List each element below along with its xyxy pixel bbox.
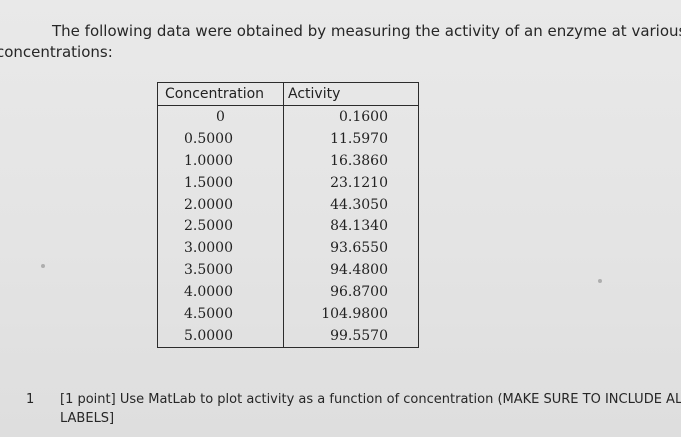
- concentration-cell: 4.0000: [157, 281, 284, 304]
- smudge-mark: [41, 264, 45, 268]
- activity-cell: 16.3860: [283, 149, 419, 172]
- activity-cell: 23.1210: [283, 171, 419, 194]
- header-activity: Activity: [283, 82, 419, 106]
- smudge-mark: [598, 279, 602, 283]
- table-row: 0.5000 11.5970: [157, 127, 419, 150]
- activity-cell: 0.1600: [283, 105, 419, 128]
- header-concentration: Concentration: [157, 82, 284, 106]
- concentration-cell: 0: [157, 105, 284, 128]
- intro-line-1: The following data were obtained by meas…: [52, 22, 681, 40]
- table-row: 0 0.1600: [157, 105, 419, 128]
- activity-cell: 104.9800: [283, 303, 419, 325]
- activity-cell: 84.1340: [283, 215, 419, 238]
- question-number: 1: [26, 392, 35, 407]
- concentration-cell: 0.5000: [157, 127, 284, 150]
- intro-line-2: concentrations:: [0, 43, 113, 61]
- table-header-row: Concentration Activity: [157, 82, 419, 106]
- table-row: 2.0000 44.3050: [157, 193, 419, 216]
- concentration-cell: 5.0000: [157, 324, 284, 348]
- question-text: [1 point] Use MatLab to plot activity as…: [60, 392, 681, 426]
- concentration-cell: 2.5000: [157, 215, 284, 238]
- concentration-cell: 1.5000: [157, 171, 284, 194]
- table-row: 2.5000 84.1340: [157, 215, 419, 238]
- activity-cell: 11.5970: [283, 127, 419, 150]
- concentration-cell: 3.0000: [157, 237, 284, 260]
- activity-cell: 99.5570: [283, 324, 419, 348]
- table-row: 5.0000 99.5570: [157, 324, 419, 348]
- activity-cell: 44.3050: [283, 193, 419, 216]
- activity-cell: 93.6550: [283, 237, 419, 260]
- concentration-cell: 2.0000: [157, 193, 284, 216]
- concentration-cell: 3.5000: [157, 259, 284, 282]
- concentration-cell: 4.5000: [157, 303, 284, 325]
- enzyme-data-table: Concentration Activity 0 0.1600 0.5000 1…: [157, 82, 419, 348]
- activity-cell: 94.4800: [283, 259, 419, 282]
- table-row: 4.0000 96.8700: [157, 281, 419, 304]
- table-row: 1.5000 23.1210: [157, 171, 419, 194]
- table-row: 4.5000 104.9800: [157, 303, 419, 325]
- table-row: 3.0000 93.6550: [157, 237, 419, 260]
- table-row: 3.5000 94.4800: [157, 259, 419, 282]
- concentration-cell: 1.0000: [157, 149, 284, 172]
- table-row: 1.0000 16.3860: [157, 149, 419, 172]
- activity-cell: 96.8700: [283, 281, 419, 304]
